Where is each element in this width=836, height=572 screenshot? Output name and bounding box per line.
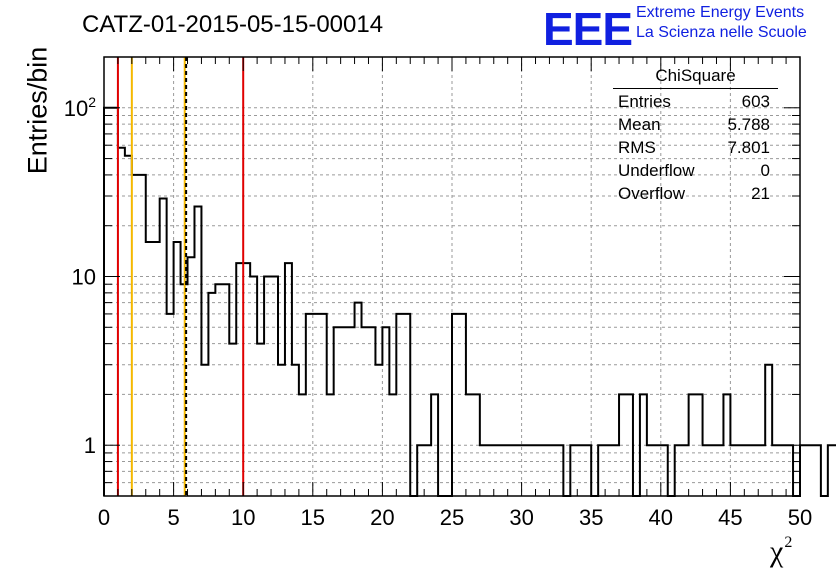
eee-logo: EEE [543, 3, 633, 55]
stats-value: 7.801 [727, 138, 770, 157]
stats-label: Overflow [618, 184, 686, 203]
x-tick-label: 25 [440, 505, 464, 530]
y-tick-label: 1 [84, 433, 96, 458]
stats-title: ChiSquare [613, 66, 778, 89]
stats-value: 603 [741, 92, 770, 111]
y-tick-label-exponent: 2 [88, 94, 96, 110]
x-tick-label: 35 [579, 505, 603, 530]
y-tick-label-base: 10 [64, 96, 88, 121]
x-axis-label: χ2 [770, 534, 792, 569]
x-tick-label: 0 [98, 505, 110, 530]
stats-row-overflow: Overflow 21 [613, 184, 778, 207]
stats-value: 0 [760, 161, 770, 180]
x-tick-label: 20 [370, 505, 394, 530]
stats-row-rms: RMS 7.801 [613, 138, 778, 161]
y-axis-label: Entries/bin [22, 46, 53, 175]
stats-value: 5.788 [727, 115, 770, 134]
chart-title: CATZ-01-2015-05-15-00014 [82, 11, 384, 38]
stats-row-mean: Mean 5.788 [613, 115, 778, 138]
stats-label: Mean [618, 115, 661, 134]
histogram-outline [103, 106, 836, 497]
logo-line-2: La Scienza nelle Scuole [636, 24, 807, 41]
reference-lines [116, 57, 245, 496]
x-tick-label: 30 [509, 505, 533, 530]
y-tick-label: 10 [72, 265, 96, 290]
stats-row-entries: Entries 603 [613, 92, 778, 115]
histogram-bars [103, 106, 836, 497]
x-tick-label: 50 [788, 505, 812, 530]
x-axis-label-exponent: 2 [784, 534, 793, 551]
logo-line-1: Extreme Energy Events [636, 4, 805, 21]
stats-box: ChiSquare Entries 603 Mean 5.788 RMS 7.801 … [613, 66, 778, 207]
x-tick-label: 45 [718, 505, 742, 530]
stats-value: 21 [751, 184, 770, 203]
x-tick-label: 15 [301, 505, 325, 530]
y-tick-label: 102 [64, 94, 96, 121]
x-axis-label-base: χ [770, 535, 784, 568]
x-tick-label: 10 [231, 505, 255, 530]
stats-label: Underflow [618, 161, 695, 180]
stats-label: RMS [618, 138, 656, 157]
x-tick-label: 40 [649, 505, 673, 530]
stats-row-underflow: Underflow 0 [613, 161, 778, 184]
stats-label: Entries [618, 92, 671, 111]
x-axis-ticks: 0 5 10 15 20 25 30 35 40 45 50 [98, 57, 812, 530]
x-tick-label: 5 [167, 505, 179, 530]
